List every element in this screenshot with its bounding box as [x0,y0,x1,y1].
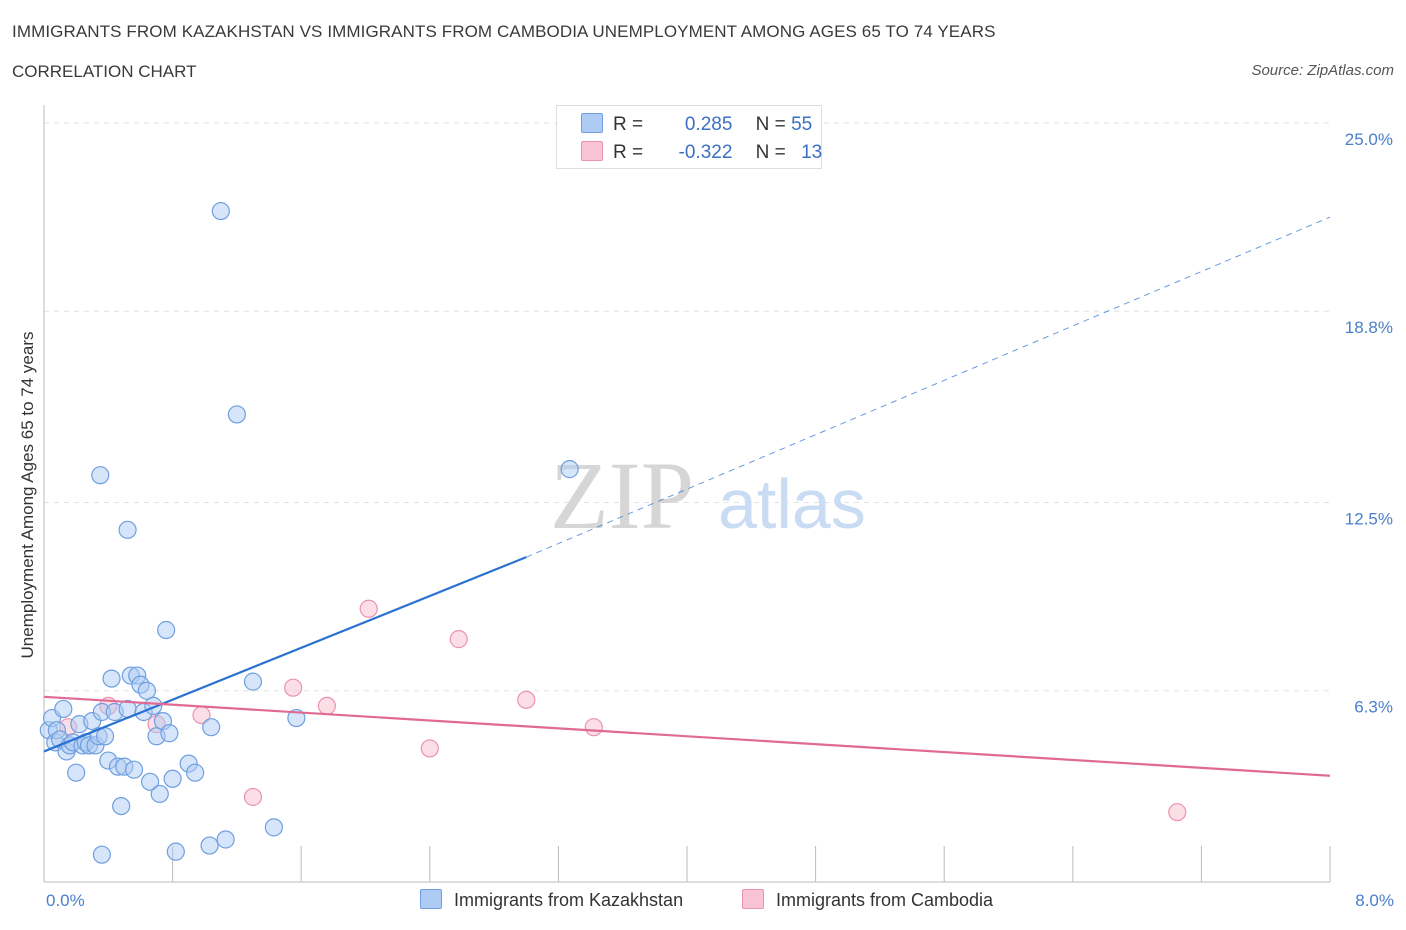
correlation-legend: R = 0.285 N = 55 R = -0.322 N = 13 [556,105,822,169]
y-tick-label: 6.3% [1354,698,1393,717]
point-kazakhstan [118,520,137,539]
trend-line-kazakhstan-projection [526,216,1331,558]
axes [43,105,1331,883]
point-kazakhstan [92,845,111,864]
y-tick-label: 25.0% [1345,130,1393,149]
point-kazakhstan [67,763,86,782]
point-kazakhstan [137,681,156,700]
legend-r-label: R = [613,114,644,135]
trend-line-cambodia [43,695,1331,777]
point-cambodia [359,599,378,618]
point-kazakhstan [140,772,160,791]
point-kazakhstan [287,708,306,728]
point-kazakhstan [211,201,230,221]
legend-r-label: R = [613,142,644,163]
legend-swatch-cambodia [581,141,603,161]
point-cambodia [1168,803,1187,822]
point-kazakhstan [227,405,246,424]
point-kazakhstan [91,466,110,485]
y-axis-label: Unemployment Among Ages 65 to 74 years [18,331,37,659]
point-cambodia [284,678,303,697]
point-kazakhstan [186,763,205,782]
point-kazakhstan [150,784,169,804]
point-cambodia [243,787,263,807]
bottom-legend-cambodia: Immigrants from Cambodia [742,889,993,911]
x-tick-label-min: 0.0% [46,891,85,910]
chart-title: IMMIGRANTS FROM KAZAKHSTAN VS IMMIGRANTS… [12,22,996,41]
point-cambodia [584,718,603,737]
point-cambodia [317,696,337,716]
legend-swatch-kazakhstan [581,113,603,133]
legend-r-value-kazakhstan: 0.285 [684,114,733,135]
legend-row-cambodia: R = -0.322 N = 13 [581,141,822,165]
bottom-legend-kazakhstan: Immigrants from Kazakhstan [420,889,683,911]
point-kazakhstan [200,836,219,855]
point-cambodia [420,739,439,758]
watermark: ZIP atlas [550,442,866,549]
point-kazakhstan [216,830,235,849]
point-kazakhstan [112,796,131,816]
point-cambodia [449,630,468,649]
point-kazakhstan [160,724,179,743]
trend-lines [43,216,1331,777]
y-tick-labels: 6.3% 12.5% 18.8% 25.0% [1345,130,1393,717]
point-kazakhstan [54,699,73,719]
chart-subtitle: CORRELATION CHART [12,62,197,81]
point-kazakhstan [166,842,185,861]
bottom-legend-label-kazakhstan: Immigrants from Kazakhstan [454,890,684,910]
legend-r-value-cambodia: -0.322 [678,142,733,163]
y-tick-label: 18.8% [1345,318,1393,337]
point-cambodia [517,690,536,709]
bottom-legend-swatch-cambodia [742,889,764,909]
y-tick-label: 12.5% [1345,510,1393,529]
point-kazakhstan [124,760,144,779]
source-credit: Source: ZipAtlas.com [1251,62,1394,79]
legend-n-label: N = [755,142,786,163]
point-kazakhstan [163,769,182,788]
point-kazakhstan [560,460,579,479]
legend-n-label: N = [755,114,786,135]
legend-n-value-cambodia: 13 [801,142,823,163]
legend-n-value-kazakhstan: 55 [791,114,813,135]
point-kazakhstan [243,672,263,691]
point-kazakhstan [202,718,221,737]
watermark-atlas: atlas [718,465,866,543]
bottom-legend-swatch-kazakhstan [420,889,442,909]
point-kazakhstan [157,620,176,640]
legend-row-kazakhstan: R = 0.285 N = 55 [581,113,812,137]
watermark-zip: ZIP [550,442,694,549]
bottom-legend-label-cambodia: Immigrants from Cambodia [776,890,994,910]
series-kazakhstan-points [39,201,579,864]
point-kazakhstan [102,669,121,688]
point-kazakhstan [264,818,283,837]
series-cambodia-points [59,599,1187,822]
trend-line-kazakhstan [43,556,527,753]
x-tick-label-max: 8.0% [1355,891,1394,910]
